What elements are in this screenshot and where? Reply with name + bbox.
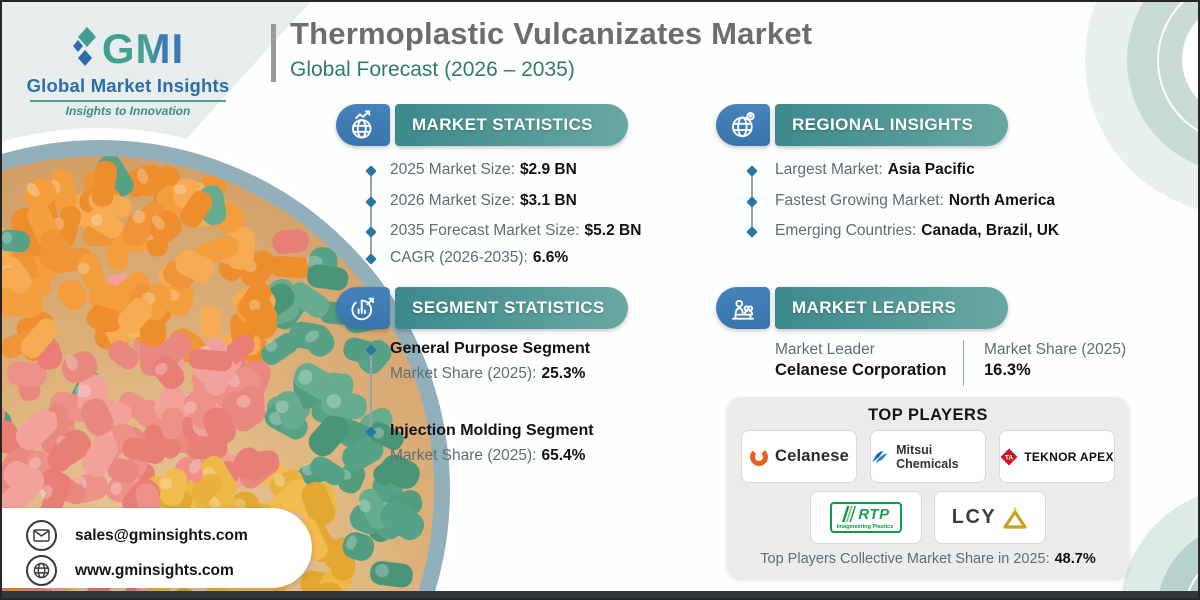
player-name: Celanese [774,447,850,465]
website-globe-icon [26,555,57,586]
segment-statistics-banner: SEGMENT STATISTICS [336,287,628,329]
contact-card: sales@gminsights.com www.gminsights.com [0,508,312,588]
celanese-logo-icon [749,447,768,466]
rtp-tagline: Imagineering Plastics [836,524,894,530]
regional-insights-title: REGIONAL INSIGHTS [792,115,974,134]
svg-text:TA: TA [1005,454,1013,461]
player-name: RTP [858,505,890,523]
leader-share-value: 16.3% [984,361,1031,379]
segment-statistics-title: SEGMENT STATISTICS [412,298,605,317]
player-name: Mitsui Chemicals [896,442,959,471]
email-icon [26,520,57,551]
player-name: LCY [951,506,997,528]
market-stat-item: CAGR (2026-2035): 6.6% [390,249,569,266]
market-leaders-banner: MARKET LEADERS [716,287,1008,329]
market-stat-item: 2026 Market Size: $3.1 BN [390,192,577,209]
page-title: Thermoplastic Vulcanizates Market [290,16,813,51]
segment-share: Market Share (2025): 25.3% [390,365,586,382]
regional-item: Largest Market: Asia Pacific [775,161,975,178]
gmi-logo: GMI Global Market Insights Insights to I… [22,26,234,118]
lcy-triangle-icon [1003,506,1027,529]
page-subtitle: Global Forecast (2026 – 2035) [290,58,575,81]
segment-name: Injection Molding Segment [390,422,594,439]
top-players-title: TOP PLAYERS [868,406,988,424]
regional-item: Fastest Growing Market: North America [775,192,1056,209]
globe-chart-icon [336,104,390,146]
player-card-teknor-apex: TA TEKNOR APEX [999,430,1115,483]
segment-name: General Purpose Segment [390,340,591,357]
market-leader-label: Market Leader [775,341,875,358]
gmi-rule [30,100,226,102]
gmi-name: Global Market Insights [26,75,230,96]
globe-pin-icon [716,104,770,146]
pie-chart-magnifier-icon [336,287,390,329]
title-accent-bar [271,24,276,82]
leader-share-label: Market Share (2025) [984,341,1127,358]
market-statistics-connector [370,171,372,259]
market-leader-name: Celanese Corporation [775,361,947,379]
bottom-accent-bar [0,591,1200,600]
market-statistics-title: MARKET STATISTICS [412,115,593,134]
teknor-apex-logo-icon: TA [1000,448,1018,465]
regional-insights-banner: REGIONAL INSIGHTS [716,104,1008,146]
player-card-lcy: LCY [934,491,1046,544]
rtp-stripes-icon [842,506,857,522]
market-stat-item: 2035 Forecast Market Size: $5.2 BN [390,222,642,239]
rtp-logo: RTP Imagineering Plastics [829,502,903,533]
bullet-icon [746,165,758,177]
contact-website[interactable]: www.gminsights.com [75,561,234,579]
top-players-box: TOP PLAYERS Celanese Mitsui Chemicals TA… [727,397,1129,578]
collective-share: Top Players Collective Market Share in 2… [760,551,1096,567]
player-name: TEKNOR APEX [1024,449,1114,464]
player-card-celanese: Celanese [741,430,857,483]
market-statistics-banner: MARKET STATISTICS [336,104,628,146]
market-leaders-title: MARKET LEADERS [792,298,957,317]
mitsui-logo-icon [872,450,888,463]
player-card-rtp: RTP Imagineering Plastics [810,491,922,544]
gmi-tagline: Insights to Innovation [65,104,191,118]
gmi-acronym: GMI [101,25,185,72]
gmi-diamonds-icon [72,27,96,66]
regional-item: Emerging Countries: Canada, Brazil, UK [775,222,1060,239]
player-card-mitsui: Mitsui Chemicals [870,430,986,483]
bullet-icon [746,226,758,238]
segment-share: Market Share (2025): 65.4% [390,447,586,464]
podium-leader-icon [716,287,770,329]
contact-email[interactable]: sales@gminsights.com [75,526,248,544]
leader-divider [963,340,964,386]
segment-statistics-connector [370,350,372,432]
bullet-icon [746,196,758,208]
market-stat-item: 2025 Market Size: $2.9 BN [390,161,577,178]
